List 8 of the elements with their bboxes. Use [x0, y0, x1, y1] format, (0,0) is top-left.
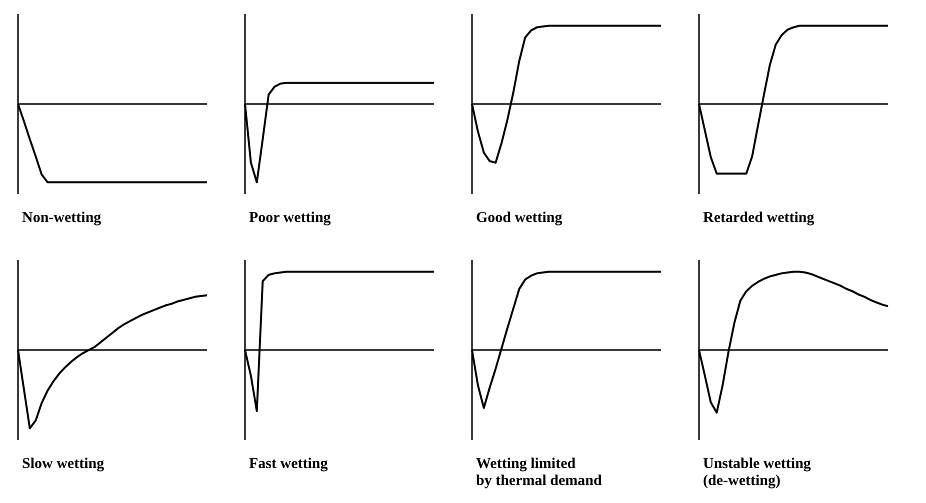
text: Slow wetting	[22, 456, 106, 473]
text: Retarded wetting	[703, 210, 816, 227]
text: Fast wetting	[249, 456, 329, 473]
text: Unstable wetting (de-wetting)	[703, 456, 812, 490]
text: Good wetting	[476, 210, 564, 227]
text: Poor wetting	[249, 210, 332, 227]
text: Non-wetting	[22, 210, 102, 227]
text: Wetting limited by thermal demand	[476, 456, 603, 490]
